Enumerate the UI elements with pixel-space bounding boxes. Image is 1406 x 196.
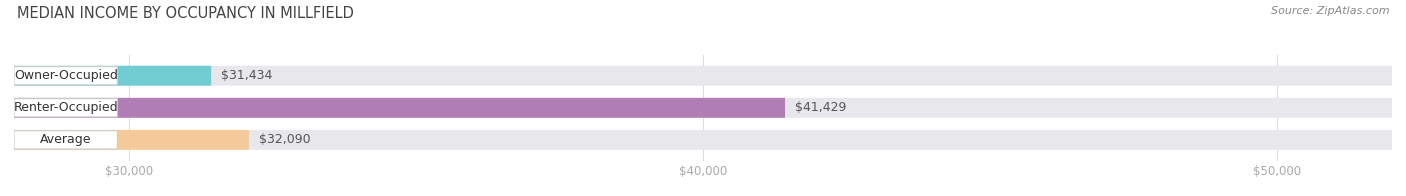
Text: $32,090: $32,090 xyxy=(259,133,311,146)
Text: Average: Average xyxy=(39,133,91,146)
FancyBboxPatch shape xyxy=(14,130,1392,150)
FancyBboxPatch shape xyxy=(14,98,785,118)
FancyBboxPatch shape xyxy=(14,98,1392,118)
Text: MEDIAN INCOME BY OCCUPANCY IN MILLFIELD: MEDIAN INCOME BY OCCUPANCY IN MILLFIELD xyxy=(17,6,354,21)
Text: Owner-Occupied: Owner-Occupied xyxy=(14,69,118,82)
Text: $31,434: $31,434 xyxy=(221,69,273,82)
FancyBboxPatch shape xyxy=(14,130,249,150)
FancyBboxPatch shape xyxy=(14,66,1392,86)
Text: $41,429: $41,429 xyxy=(794,101,846,114)
FancyBboxPatch shape xyxy=(14,66,211,86)
Text: Renter-Occupied: Renter-Occupied xyxy=(14,101,118,114)
Text: Source: ZipAtlas.com: Source: ZipAtlas.com xyxy=(1271,6,1389,16)
FancyBboxPatch shape xyxy=(14,131,118,149)
FancyBboxPatch shape xyxy=(14,67,118,85)
FancyBboxPatch shape xyxy=(14,99,118,117)
